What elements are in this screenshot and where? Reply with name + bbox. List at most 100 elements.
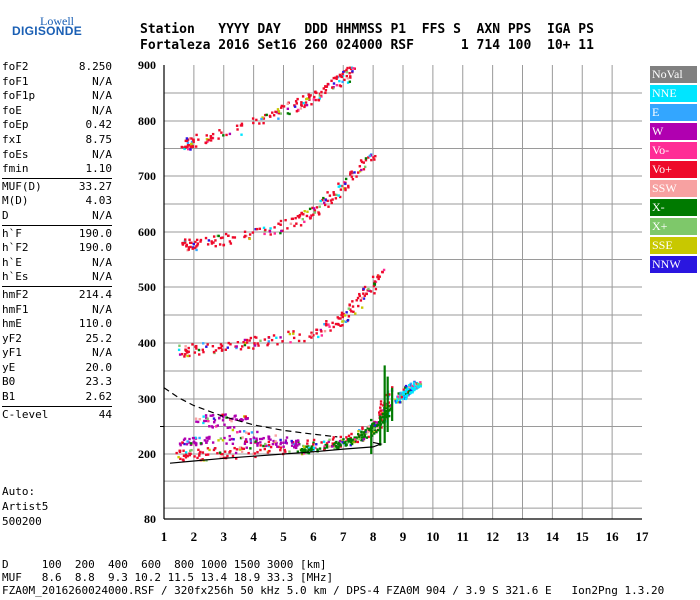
muf-row: MUF 8.6 8.8 9.3 10.2 11.5 13.4 18.9 33.3… bbox=[2, 571, 334, 584]
trace-point bbox=[199, 450, 202, 454]
trace-point bbox=[345, 68, 348, 72]
trace-point bbox=[296, 444, 299, 447]
param-value: N/A bbox=[92, 103, 112, 117]
trace-point bbox=[327, 323, 330, 326]
trace-point bbox=[183, 147, 186, 151]
trace-point bbox=[212, 448, 216, 452]
trace-point bbox=[356, 171, 360, 174]
trace-point bbox=[335, 193, 338, 197]
trace-point bbox=[289, 341, 292, 344]
trace-point bbox=[358, 292, 361, 296]
trace-point bbox=[225, 133, 228, 137]
trace-point bbox=[292, 442, 295, 446]
trace-point bbox=[378, 413, 381, 417]
trace-point bbox=[211, 132, 215, 136]
trace-point bbox=[224, 413, 227, 416]
trace-point bbox=[218, 243, 222, 246]
param-row: B1 2.62 bbox=[2, 390, 112, 405]
trace-point bbox=[353, 171, 356, 174]
trace-point bbox=[320, 92, 323, 96]
param-value: 33.27 bbox=[78, 179, 112, 193]
trace-point bbox=[360, 438, 363, 442]
trace-point bbox=[269, 233, 272, 236]
trace-point bbox=[217, 417, 221, 420]
trace-point bbox=[313, 91, 317, 94]
trace-point bbox=[212, 417, 216, 420]
trace-point bbox=[262, 226, 266, 230]
param-label: foEp bbox=[2, 118, 29, 132]
trace-point bbox=[334, 197, 338, 200]
trace-point bbox=[338, 443, 342, 446]
trace-point bbox=[316, 448, 319, 451]
param-label: fxI bbox=[2, 132, 22, 146]
param-value: N/A bbox=[92, 255, 112, 269]
trace-point bbox=[219, 456, 222, 459]
trace-point bbox=[252, 347, 255, 350]
trace-point bbox=[188, 449, 192, 452]
param-value: 8.250 bbox=[78, 60, 112, 73]
trace-point bbox=[198, 454, 201, 457]
param-label: h`Es bbox=[2, 270, 29, 284]
trace-point bbox=[406, 391, 409, 394]
trace-point bbox=[201, 348, 204, 351]
trace-point bbox=[409, 388, 413, 392]
param-label: M(D) bbox=[2, 194, 29, 208]
trace-point bbox=[223, 436, 226, 440]
legend-item: W bbox=[650, 123, 697, 140]
trace-point bbox=[205, 441, 208, 444]
trace-point bbox=[358, 435, 361, 438]
trace-point bbox=[268, 114, 272, 118]
trace-point bbox=[184, 453, 188, 457]
trace-point bbox=[272, 439, 275, 443]
trace-point bbox=[349, 437, 352, 441]
trace-point bbox=[204, 141, 208, 145]
trace-point bbox=[205, 416, 208, 420]
trace-point bbox=[370, 426, 373, 454]
trace-point bbox=[206, 436, 210, 439]
trace-point bbox=[245, 338, 249, 342]
param-label: yE bbox=[2, 360, 16, 374]
trace-point bbox=[295, 222, 298, 225]
trace-point bbox=[202, 421, 205, 425]
trace-point bbox=[347, 186, 350, 189]
trace-point bbox=[322, 196, 325, 200]
trace-point bbox=[211, 441, 215, 444]
trace-point bbox=[251, 117, 255, 120]
trace-point bbox=[347, 434, 351, 437]
trace-point bbox=[368, 289, 371, 293]
trace-point bbox=[267, 435, 270, 438]
trace-point bbox=[374, 154, 377, 158]
trace-point bbox=[201, 451, 205, 454]
trace-point bbox=[406, 393, 409, 397]
trace-point bbox=[275, 442, 278, 446]
trace-point bbox=[355, 436, 358, 439]
x-tick-label: 16 bbox=[606, 529, 620, 544]
trace-point bbox=[211, 345, 215, 348]
trace-point bbox=[228, 438, 232, 441]
param-value: 0.42 bbox=[85, 118, 113, 132]
trace-point bbox=[375, 429, 378, 433]
trace-point bbox=[250, 431, 254, 434]
param-label: MUF(D) bbox=[2, 179, 42, 193]
trace-point bbox=[266, 343, 269, 347]
trace-point bbox=[198, 353, 201, 356]
trace-point bbox=[249, 438, 252, 441]
param-label: D bbox=[2, 208, 9, 222]
trace-point bbox=[340, 439, 343, 442]
trace-point bbox=[184, 451, 188, 454]
trace-point bbox=[344, 187, 347, 190]
trace-point bbox=[300, 212, 303, 215]
trace-point bbox=[312, 334, 315, 337]
trace-point bbox=[293, 444, 297, 447]
trace-point bbox=[370, 158, 373, 162]
trace-point bbox=[188, 354, 191, 358]
trace-point bbox=[323, 201, 326, 205]
trace-point bbox=[227, 341, 230, 345]
trace-point bbox=[222, 134, 225, 137]
trace-point bbox=[252, 436, 256, 439]
param-label: h`E bbox=[2, 255, 22, 269]
trace-point bbox=[341, 315, 345, 319]
trace-point bbox=[185, 349, 188, 353]
trace-point bbox=[253, 452, 257, 455]
trace-point bbox=[265, 444, 268, 447]
